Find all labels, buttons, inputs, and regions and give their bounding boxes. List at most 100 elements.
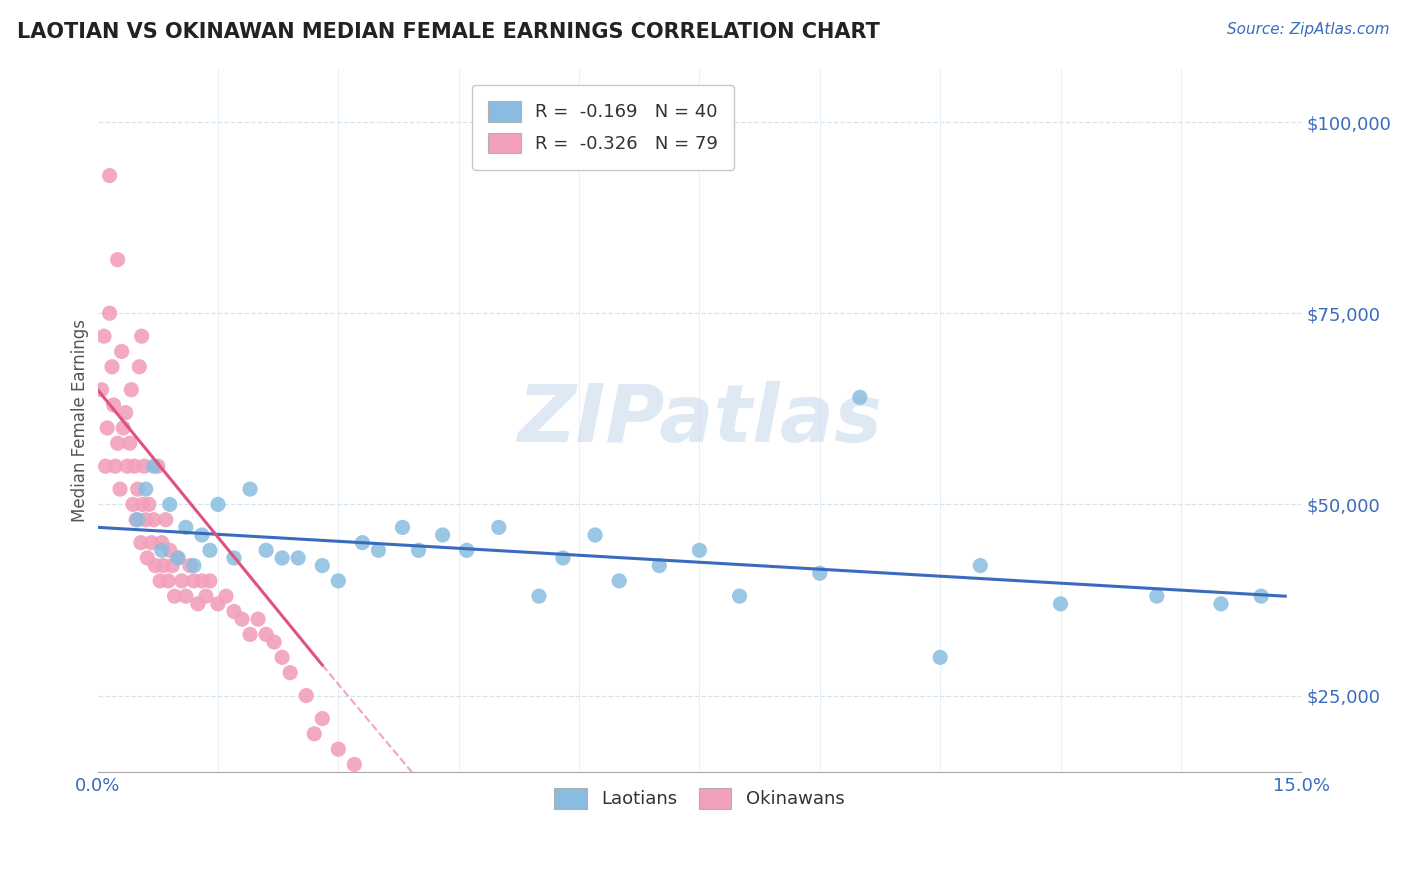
Point bbox=[135, 482, 157, 496]
Point bbox=[247, 612, 270, 626]
Point bbox=[222, 551, 245, 566]
Point bbox=[352, 535, 374, 549]
Point bbox=[527, 849, 550, 863]
Point bbox=[295, 689, 318, 703]
Point bbox=[302, 727, 325, 741]
Point bbox=[191, 528, 214, 542]
Point bbox=[239, 627, 262, 641]
Point bbox=[122, 497, 145, 511]
Point bbox=[311, 558, 333, 573]
Point bbox=[159, 497, 181, 511]
Point bbox=[215, 589, 238, 603]
Point bbox=[157, 574, 180, 588]
Point bbox=[198, 574, 221, 588]
Point bbox=[143, 558, 166, 573]
Point bbox=[159, 543, 181, 558]
Point bbox=[391, 788, 413, 802]
Point bbox=[456, 543, 478, 558]
Point bbox=[1250, 589, 1272, 603]
Point bbox=[367, 543, 389, 558]
Text: LAOTIAN VS OKINAWAN MEDIAN FEMALE EARNINGS CORRELATION CHART: LAOTIAN VS OKINAWAN MEDIAN FEMALE EARNIN… bbox=[17, 22, 880, 42]
Point bbox=[107, 436, 129, 450]
Point bbox=[117, 459, 139, 474]
Text: Source: ZipAtlas.com: Source: ZipAtlas.com bbox=[1226, 22, 1389, 37]
Point bbox=[607, 574, 630, 588]
Point bbox=[568, 856, 591, 871]
Point bbox=[135, 513, 157, 527]
Point bbox=[183, 558, 205, 573]
Point bbox=[107, 252, 129, 267]
Point bbox=[146, 459, 169, 474]
Point bbox=[104, 459, 127, 474]
Point bbox=[222, 605, 245, 619]
Point bbox=[207, 597, 229, 611]
Point bbox=[128, 359, 150, 374]
Point bbox=[391, 520, 413, 534]
Point bbox=[278, 665, 301, 680]
Point bbox=[728, 868, 751, 882]
Point bbox=[152, 558, 174, 573]
Point bbox=[118, 436, 141, 450]
Point bbox=[131, 329, 153, 343]
Point bbox=[93, 329, 115, 343]
Point bbox=[969, 872, 991, 887]
Text: ZIPatlas: ZIPatlas bbox=[517, 381, 882, 459]
Point bbox=[808, 871, 831, 885]
Point bbox=[136, 551, 159, 566]
Point bbox=[96, 421, 118, 435]
Point bbox=[142, 513, 165, 527]
Point bbox=[120, 383, 142, 397]
Point bbox=[648, 864, 671, 879]
Point bbox=[98, 169, 121, 183]
Point bbox=[124, 459, 146, 474]
Point bbox=[207, 497, 229, 511]
Point bbox=[149, 574, 172, 588]
Point bbox=[112, 421, 135, 435]
Point bbox=[142, 459, 165, 474]
Point bbox=[1146, 589, 1168, 603]
Point bbox=[311, 712, 333, 726]
Point bbox=[101, 359, 124, 374]
Point bbox=[191, 574, 214, 588]
Point bbox=[160, 558, 183, 573]
Point bbox=[111, 344, 134, 359]
Point bbox=[127, 513, 149, 527]
Point bbox=[328, 574, 350, 588]
Point bbox=[166, 551, 188, 566]
Point bbox=[929, 650, 952, 665]
Point bbox=[94, 459, 117, 474]
Point bbox=[103, 398, 125, 412]
Point bbox=[254, 627, 277, 641]
Point bbox=[728, 589, 751, 603]
Point bbox=[187, 597, 209, 611]
Point bbox=[150, 535, 173, 549]
Point bbox=[138, 497, 160, 511]
Point bbox=[90, 383, 112, 397]
Point bbox=[343, 757, 366, 772]
Point bbox=[141, 535, 163, 549]
Point bbox=[114, 406, 136, 420]
Point bbox=[239, 482, 262, 496]
Point bbox=[447, 819, 470, 833]
Point bbox=[1049, 873, 1071, 888]
Point bbox=[271, 650, 294, 665]
Point bbox=[808, 566, 831, 581]
Point bbox=[488, 834, 510, 848]
Point bbox=[889, 872, 911, 887]
Point bbox=[287, 551, 309, 566]
Point bbox=[231, 612, 253, 626]
Point bbox=[198, 543, 221, 558]
Point bbox=[174, 520, 197, 534]
Point bbox=[108, 482, 131, 496]
Point bbox=[254, 543, 277, 558]
Point bbox=[131, 497, 153, 511]
Point bbox=[194, 589, 217, 603]
Point bbox=[98, 306, 121, 320]
Y-axis label: Median Female Earnings: Median Female Earnings bbox=[72, 318, 89, 522]
Point bbox=[408, 803, 430, 817]
Point bbox=[408, 543, 430, 558]
Point bbox=[1209, 597, 1232, 611]
Point bbox=[1049, 597, 1071, 611]
Point bbox=[170, 574, 193, 588]
Point bbox=[183, 574, 205, 588]
